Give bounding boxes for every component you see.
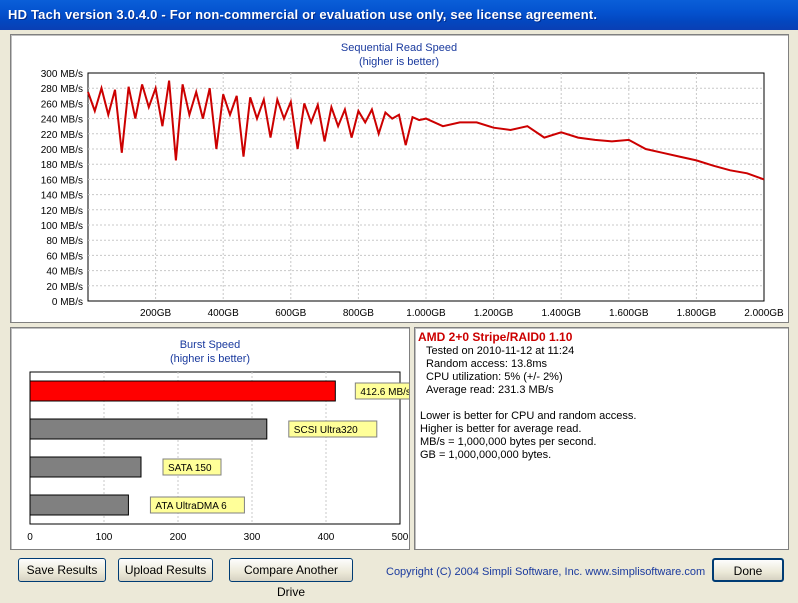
seq-y-tick-label: 180 MB/s (41, 160, 83, 171)
info-random-access: Random access: 13.8ms (426, 358, 548, 370)
burst-bar-label: 412.6 MB/s (360, 387, 409, 398)
burst-x-tick-label: 300 (244, 532, 261, 543)
compare-drive-label: Compare Another Drive (243, 563, 339, 599)
burst-bar (29, 456, 142, 478)
sequential-read-chart: Sequential Read Speed (higher is better) 3… (41, 42, 784, 319)
seq-y-tick-label: 140 MB/s (41, 191, 83, 202)
seq-y-tick-label: 120 MB/s (41, 206, 83, 217)
note-gb-definition: GB = 1,000,000,000 bytes. (420, 449, 552, 461)
seq-y-tick-label: 0 MB/s (52, 297, 83, 308)
seq-x-tick-label: 1.600GB (609, 308, 649, 319)
burst-label-box (162, 458, 222, 476)
seq-x-tick-label: 200GB (140, 308, 171, 319)
done-label: Done (733, 564, 763, 578)
burst-label-box (354, 382, 409, 400)
drive-info-panel (414, 327, 789, 550)
burst-bar (29, 418, 268, 440)
burst-label-box (149, 496, 245, 514)
burst-x-tick-label: 200 (170, 532, 187, 543)
seq-x-tick-label: 800GB (343, 308, 374, 319)
copyright-text: Copyright (C) 2004 Simpli Software, Inc.… (386, 566, 706, 578)
window-title: HD Tach version 3.0.4.0 - For non-commer… (8, 7, 598, 22)
seq-x-tick-label: 1.200GB (474, 308, 514, 319)
seq-y-tick-label: 220 MB/s (41, 130, 83, 141)
info-tested: Tested on 2010-11-12 at 11:24 (426, 345, 575, 357)
compare-drive-button[interactable]: Compare Another Drive (229, 558, 353, 599)
upload-results-button[interactable]: Upload Results (118, 558, 213, 582)
seq-y-tick-label: 160 MB/s (41, 175, 83, 186)
note-higher-better: Higher is better for average read. (420, 423, 582, 435)
seq-y-tick-label: 260 MB/s (41, 99, 83, 110)
burst-x-tick-label: 0 (27, 532, 33, 543)
seq-y-tick-label: 240 MB/s (41, 115, 83, 126)
seq-y-tick-label: 200 MB/s (41, 145, 83, 156)
sequential-read-panel: Sequential Read Speed (higher is better) 3… (10, 34, 789, 323)
seq-y-tick-label: 20 MB/s (46, 282, 83, 293)
burst-chart-subtitle: (higher is better) (170, 353, 250, 365)
seq-x-tick-label: 400GB (208, 308, 239, 319)
drive-name: AMD 2+0 Stripe/RAID0 1.10 (418, 330, 573, 344)
burst-bar-label: SCSI Ultra320 (294, 425, 358, 436)
info-average-read: Average read: 231.3 MB/s (426, 384, 554, 396)
burst-speed-panel: Burst Speed (higher is better) 0 100 200 300 4… (10, 327, 410, 550)
read-speed-line (87, 80, 765, 181)
burst-bar-label: ATA UltraDMA 6 (155, 501, 227, 512)
seq-y-tick-label: 100 MB/s (41, 221, 83, 232)
seq-y-tick-label: 80 MB/s (46, 236, 83, 247)
seq-x-tick-label: 1.400GB (541, 308, 581, 319)
seq-y-tick-label: 60 MB/s (46, 251, 83, 262)
burst-bar-label: SATA 150 (168, 463, 212, 474)
upload-results-label: Upload Results (124, 563, 207, 577)
seq-y-tick-label: 40 MB/s (46, 267, 83, 278)
seq-y-tick-label: 280 MB/s (41, 84, 83, 95)
seq-x-tick-label: 600GB (275, 308, 306, 319)
seq-y-tick-label: 300 MB/s (41, 69, 83, 80)
burst-chart-title: Burst Speed (180, 339, 241, 351)
seq-x-tick-label: 1.800GB (677, 308, 717, 319)
burst-bar (29, 494, 129, 516)
burst-bar (29, 380, 336, 402)
note-mbs-definition: MB/s = 1,000,000 bytes per second. (420, 436, 597, 448)
save-results-label: Save Results (26, 563, 98, 577)
info-cpu-utilization: CPU utilization: 5% (+/- 2%) (426, 371, 563, 383)
seq-chart-subtitle: (higher is better) (359, 56, 439, 68)
save-results-button[interactable]: Save Results (18, 558, 106, 582)
burst-x-tick-label: 500 (392, 532, 409, 543)
burst-x-tick-label: 400 (318, 532, 335, 543)
seq-x-tick-label: 2.000GB (744, 308, 784, 319)
title-bar[interactable]: HD Tach version 3.0.4.0 - For non-commer… (0, 0, 798, 30)
note-lower-better: Lower is better for CPU and random acces… (420, 410, 637, 422)
burst-speed-chart: Burst Speed (higher is better) 0 100 200 300 4… (27, 339, 409, 543)
burst-label-box (288, 420, 378, 438)
burst-x-tick-label: 100 (96, 532, 113, 543)
seq-chart-title: Sequential Read Speed (341, 42, 457, 54)
done-button[interactable]: Done (712, 558, 784, 582)
seq-x-tick-label: 1.000GB (406, 308, 446, 319)
